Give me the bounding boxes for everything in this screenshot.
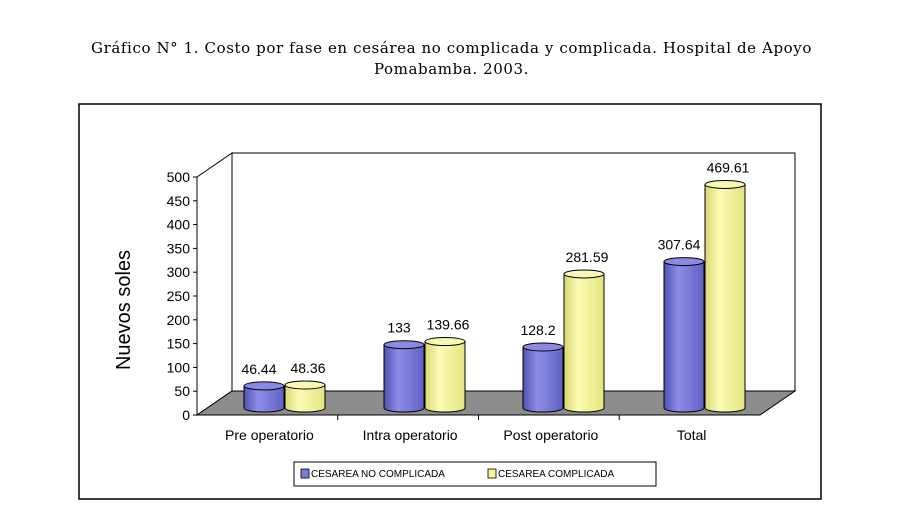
figure-title-line1: Gráfico N° 1. Costo por fase en cesárea … xyxy=(91,39,812,57)
x-category-label: Pre operatorio xyxy=(225,427,314,443)
y-tick-label: 400 xyxy=(167,217,191,233)
legend-label-no-complicada: CESAREA NO COMPLICADA xyxy=(311,469,445,480)
x-category-label: Total xyxy=(677,427,707,443)
legend-label-complicada: CESAREA COMPLICADA xyxy=(498,469,614,480)
bar-body xyxy=(563,273,605,413)
bar-top xyxy=(284,380,326,390)
bar-body xyxy=(383,344,425,413)
x-category-label: Post operatorio xyxy=(503,427,598,443)
bar-body xyxy=(424,341,466,413)
bar-body xyxy=(704,183,746,413)
bar-body xyxy=(284,384,326,413)
x-category-label: Intra operatorio xyxy=(363,427,458,443)
legend: CESAREA NO COMPLICADA CESAREA COMPLICADA xyxy=(293,461,657,487)
bar-body xyxy=(243,385,285,413)
x-axis-ticks xyxy=(197,414,760,420)
data-label: 48.36 xyxy=(290,360,325,376)
data-label: 307.64 xyxy=(658,237,701,253)
x-axis-category-labels: Pre operatorio Intra operatorio Post opera… xyxy=(225,427,706,443)
y-tick-label: 250 xyxy=(167,288,191,304)
data-label: 46.44 xyxy=(241,361,276,377)
y-tick-label: 150 xyxy=(167,336,191,352)
data-label: 128.2 xyxy=(520,322,555,338)
figure-title-line2: Pomabamba. 2003. xyxy=(373,60,530,78)
left-wall xyxy=(196,152,233,416)
data-label: 469.61 xyxy=(707,159,750,175)
figure-title: Gráfico N° 1. Costo por fase en cesárea … xyxy=(0,38,903,80)
bar-top xyxy=(243,381,285,391)
data-label: 139.66 xyxy=(427,317,470,333)
bar-top xyxy=(424,337,466,347)
legend-swatch-no-complicada xyxy=(300,468,310,479)
bar-top xyxy=(383,340,425,350)
legend-swatch-complicada xyxy=(487,468,497,479)
bar-top xyxy=(663,257,705,267)
y-axis-ticks: 0 50 100 150 200 250 300 350 400 450 500 xyxy=(167,169,197,423)
y-tick-label: 0 xyxy=(182,407,190,423)
data-label: 281.59 xyxy=(566,249,609,265)
bar-body xyxy=(522,346,564,413)
bar-top xyxy=(522,342,564,352)
y-axis-label: Nuevos soles xyxy=(113,250,135,370)
data-label: 133 xyxy=(387,320,411,336)
y-tick-label: 300 xyxy=(167,264,191,280)
bars: 46.44 133 128.2 307.64 48.36 139.66 281.59 469.… xyxy=(241,159,750,413)
legend-box xyxy=(293,461,657,487)
y-tick-label: 100 xyxy=(167,359,191,375)
y-tick-label: 50 xyxy=(174,383,190,399)
chart-frame xyxy=(78,103,822,500)
y-tick-label: 450 xyxy=(167,193,191,209)
bar-top xyxy=(704,179,746,189)
y-tick-label: 350 xyxy=(167,240,191,256)
y-tick-label: 200 xyxy=(167,312,191,328)
y-tick-label: 500 xyxy=(167,169,191,185)
bar-top xyxy=(563,269,605,279)
bar-body xyxy=(663,261,705,413)
